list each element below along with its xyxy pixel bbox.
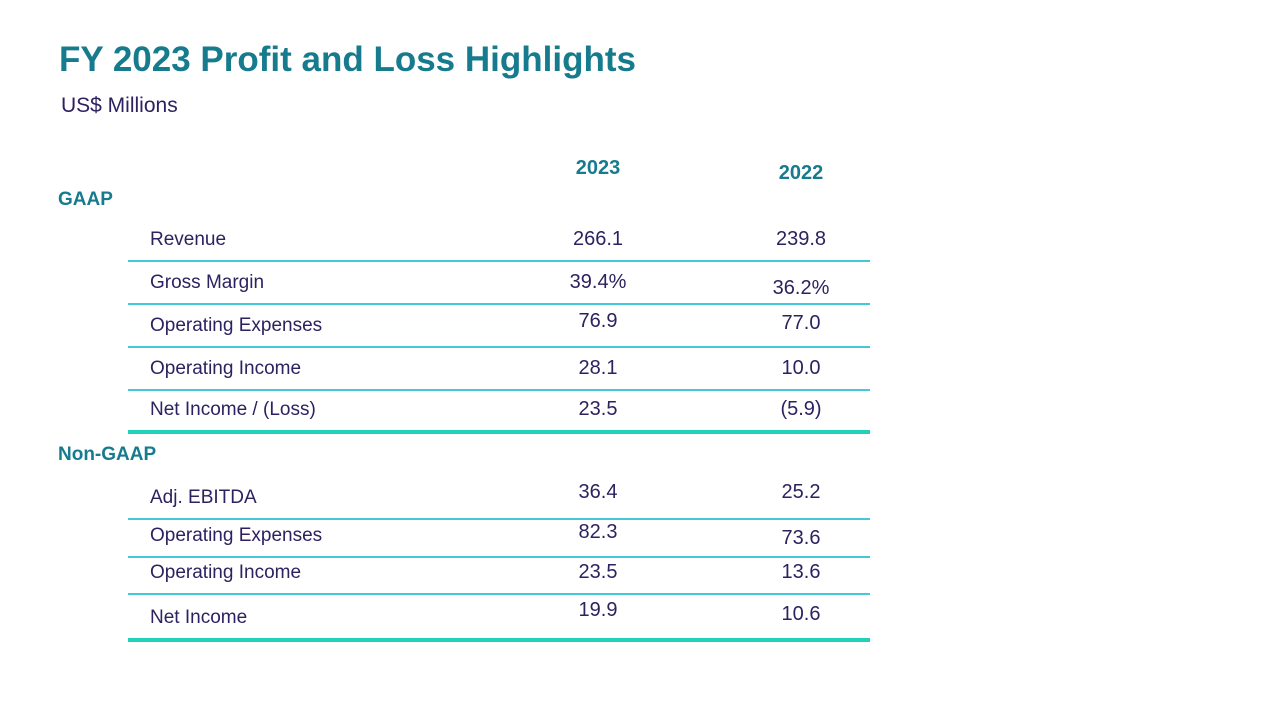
table-row: Operating Income 23.5 13.6 — [128, 558, 870, 595]
cell-2022: 10.6 — [781, 603, 821, 625]
table-row: Gross Margin 39.4% 36.2% — [128, 262, 870, 305]
table-row: Adj. EBITDA 36.4 25.2 — [128, 477, 870, 520]
cell-2022: 10.0 — [781, 357, 821, 379]
table-row: Operating Income 28.1 10.0 — [128, 348, 870, 391]
table-row: Revenue 266.1 239.8 — [128, 219, 870, 262]
column-header-2022: 2022 — [778, 162, 824, 184]
row-label: Net Income — [150, 607, 248, 628]
section-label-gaap: GAAP — [58, 189, 113, 210]
cell-2023: 76.9 — [578, 310, 618, 332]
row-label: Operating Expenses — [150, 315, 323, 336]
table-row: Net Income / (Loss) 23.5 (5.9) — [128, 391, 870, 434]
slide-subtitle: US$ Millions — [61, 94, 178, 117]
cell-2022: 77.0 — [781, 312, 821, 334]
cell-2023: 19.9 — [578, 599, 618, 621]
row-label: Operating Expenses — [150, 525, 323, 546]
cell-2023: 39.4% — [569, 271, 627, 293]
non-gaap-rows: Adj. EBITDA 36.4 25.2 Operating Expenses… — [128, 477, 870, 642]
table-row: Net Income 19.9 10.6 — [128, 595, 870, 642]
row-label: Revenue — [150, 229, 227, 250]
cell-2023: 23.5 — [578, 398, 618, 420]
column-header-2023: 2023 — [575, 157, 621, 179]
cell-2022: 13.6 — [781, 561, 821, 583]
gaap-rows: Revenue 266.1 239.8 Gross Margin 39.4% 3… — [128, 219, 870, 434]
cell-2023: 82.3 — [578, 521, 618, 543]
section-label-non-gaap: Non-GAAP — [58, 444, 157, 465]
cell-2022: 73.6 — [781, 527, 821, 549]
table-row: Operating Expenses 82.3 73.6 — [128, 520, 870, 558]
row-label: Adj. EBITDA — [150, 487, 257, 508]
cell-2022: 25.2 — [781, 481, 821, 503]
cell-2022: 36.2% — [772, 277, 830, 299]
cell-2022: (5.9) — [780, 398, 822, 420]
cell-2023: 36.4 — [578, 481, 618, 503]
table-row: Operating Expenses 76.9 77.0 — [128, 305, 870, 348]
cell-2022: 239.8 — [775, 228, 827, 250]
cell-2023: 23.5 — [578, 561, 618, 583]
cell-2023: 266.1 — [572, 228, 624, 250]
slide-title: FY 2023 Profit and Loss Highlights — [59, 40, 636, 79]
slide-footer: Gilat Proprietary and Confidential 21 — [0, 660, 1280, 720]
cell-2023: 28.1 — [578, 357, 618, 379]
row-label: Gross Margin — [150, 272, 265, 293]
row-label: Operating Income — [150, 562, 302, 583]
table-column-headers: 2023 2022 — [128, 157, 870, 189]
row-label: Net Income / (Loss) — [150, 399, 316, 420]
row-label: Operating Income — [150, 358, 302, 379]
